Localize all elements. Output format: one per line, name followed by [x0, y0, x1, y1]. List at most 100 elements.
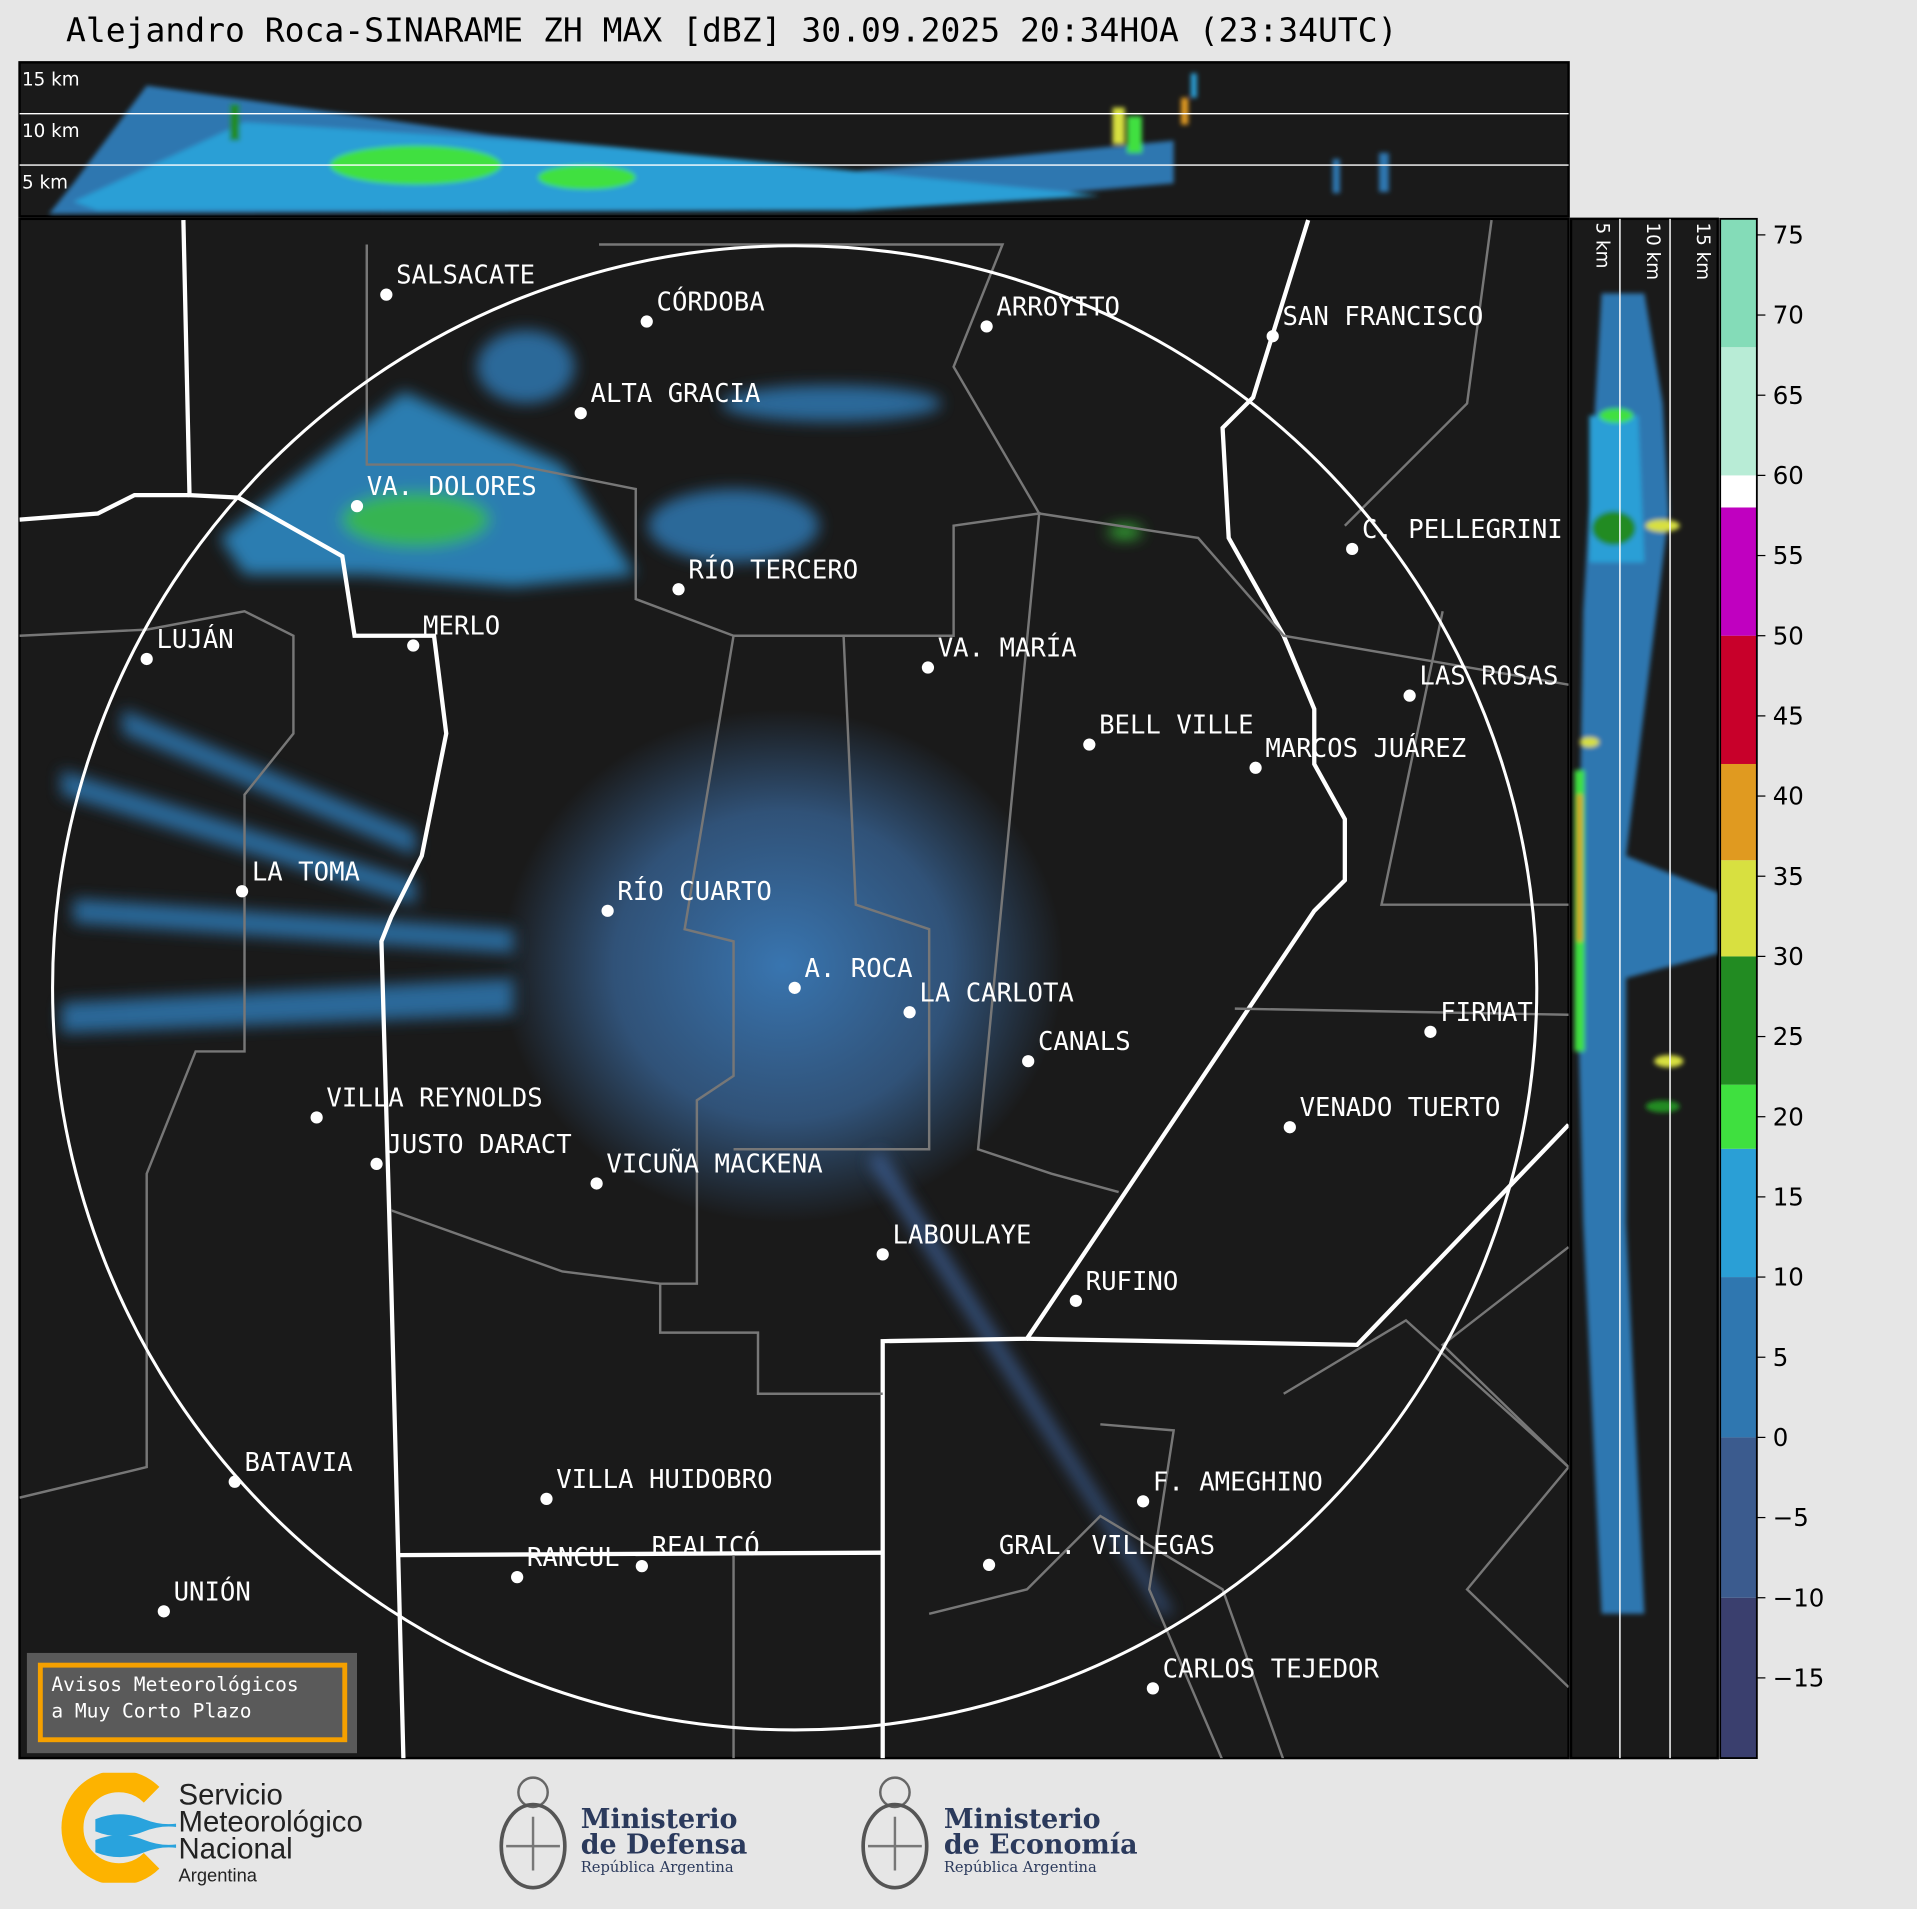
top-10km-label: 10 km	[22, 121, 80, 142]
colorbar-tick-label: 10	[1773, 1263, 1804, 1292]
economia-line-3: República Argentina	[943, 1858, 1097, 1876]
city-dot	[903, 1006, 916, 1019]
city-dot	[672, 583, 685, 596]
colorbar-segment	[1720, 635, 1757, 764]
right-15km-label: 15 km	[1692, 223, 1713, 281]
radar-range-ring	[51, 244, 1539, 1732]
city-label: CARLOS TEJEDOR	[1163, 1654, 1380, 1684]
city-dot	[140, 652, 153, 666]
city-label: LABOULAYE	[892, 1220, 1031, 1250]
city-label: SAN FRANCISCO	[1282, 302, 1483, 332]
city-dot	[1403, 689, 1416, 702]
city-dot	[540, 1492, 553, 1505]
colorbar-tick-label: 75	[1773, 220, 1804, 249]
city-dot	[788, 981, 801, 994]
economia-line-1: Ministerio	[943, 1803, 1101, 1836]
smn-logo-icon	[61, 1772, 177, 1883]
right-5km-label: 5 km	[1592, 223, 1613, 269]
city-label: REALICÓ	[652, 1530, 760, 1562]
city-label: SALSACATE	[396, 261, 535, 291]
province-borders	[19, 219, 1569, 1759]
city-dot	[982, 1558, 996, 1572]
colorbar-tick-label: 40	[1773, 782, 1804, 811]
city-dot	[370, 1157, 383, 1171]
colorbar-tick-label: 15	[1773, 1182, 1804, 1211]
colorbar-tick-label: 20	[1773, 1102, 1804, 1131]
top-cross-section: 15 km 10 km 5 km	[18, 61, 1570, 218]
city-dot	[1136, 1495, 1150, 1508]
colorbar-segment	[1720, 1277, 1757, 1438]
city-dot	[876, 1248, 889, 1261]
city-label: C. PELLEGRINI	[1362, 515, 1563, 545]
city-label: LA CARLOTA	[919, 978, 1073, 1008]
city-dot	[1069, 1294, 1082, 1307]
city-dot	[350, 500, 364, 513]
coat-of-arms-icon	[861, 1776, 929, 1890]
colorbar-tick-label: 55	[1773, 541, 1804, 570]
city-label: GRAL. VILLEGAS	[999, 1531, 1215, 1561]
city-dot	[235, 885, 249, 898]
smn-line-4: Argentina	[178, 1865, 258, 1887]
colorbar-segment	[1720, 763, 1757, 861]
city-label: RÍO CUARTO	[617, 875, 771, 907]
city-dot	[1083, 738, 1096, 751]
smn-logo-text: Servicio Meteorológico Nacional Argentin…	[178, 1778, 363, 1891]
city-dot	[380, 288, 393, 301]
notice-line-1: Avisos Meteorológicos	[51, 1672, 299, 1696]
colorbar-segment	[1720, 218, 1757, 348]
city-label: LUJÁN	[156, 623, 233, 655]
city-label: CANALS	[1038, 1027, 1131, 1057]
smn-line-1: Servicio	[178, 1778, 283, 1812]
city-dot	[228, 1475, 241, 1488]
city-label: ALTA GRACIA	[591, 379, 761, 409]
city-dot	[1266, 330, 1279, 343]
city-label: FIRMAT	[1440, 998, 1533, 1028]
coat-of-arms-icon	[499, 1776, 567, 1890]
department-borders	[19, 219, 1569, 1759]
colorbar-tick-label: −10	[1773, 1583, 1825, 1612]
city-label: CÓRDOBA	[657, 286, 765, 318]
city-dot	[1249, 761, 1262, 774]
city-label: MERLO	[423, 612, 500, 642]
city-label: VILLA HUIDOBRO	[556, 1465, 772, 1495]
figure-title: Alejandro Roca-SINARAME ZH MAX [dBZ] 30.…	[66, 12, 1398, 51]
economia-logo-text: Ministerio de Economía República Argenti…	[943, 1803, 1138, 1876]
colorbar-tick-label: 0	[1773, 1423, 1789, 1452]
colorbar-tick-label: −5	[1773, 1503, 1809, 1532]
colorbar-segment	[1720, 1084, 1757, 1149]
city-label: BELL VILLE	[1099, 711, 1253, 741]
colorbar-tick-label: −15	[1773, 1663, 1825, 1692]
city-label: LA TOMA	[252, 857, 360, 887]
defensa-line-3: República Argentina	[580, 1858, 734, 1876]
colorbar-segment	[1720, 1437, 1757, 1598]
economia-line-2: de Economía	[943, 1828, 1138, 1861]
colorbar-segment	[1720, 507, 1757, 636]
city-dot	[601, 904, 614, 917]
city-dot	[1022, 1055, 1035, 1068]
city-label: VICUÑA MACKENA	[606, 1147, 822, 1179]
city-label: MARCOS JUÁREZ	[1265, 732, 1466, 764]
colorbar-tick-label: 45	[1773, 701, 1804, 730]
city-label: VILLA REYNOLDS	[326, 1083, 542, 1113]
defensa-logo-text: Ministerio de Defensa República Argentin…	[580, 1803, 748, 1876]
smn-line-2: Meteorológico	[178, 1805, 363, 1839]
city-label: F. AMEGHINO	[1153, 1467, 1323, 1497]
city-label: BATAVIA	[245, 1448, 353, 1478]
reflectivity-echoes	[61, 330, 1174, 1614]
city-dot	[157, 1605, 170, 1618]
smn-line-3: Nacional	[178, 1832, 293, 1866]
top-15km-label: 15 km	[22, 70, 80, 91]
colorbar-tick-label: 65	[1773, 381, 1804, 410]
defensa-line-2: de Defensa	[580, 1828, 748, 1861]
colorbar-tick-label: 30	[1773, 942, 1804, 971]
colorbar-segment	[1720, 347, 1757, 476]
city-dot	[590, 1177, 603, 1190]
radar-map[interactable]: SALSACATE CÓRDOBA ARROYITO SAN FRANCISCO ALT…	[18, 217, 1570, 1761]
warnings-notice[interactable]: Avisos Meteorológicos a Muy Corto Plazo	[26, 1652, 357, 1754]
city-dot	[635, 1560, 648, 1573]
right-10km-label: 10 km	[1642, 223, 1663, 281]
defensa-line-1: Ministerio	[580, 1803, 738, 1836]
